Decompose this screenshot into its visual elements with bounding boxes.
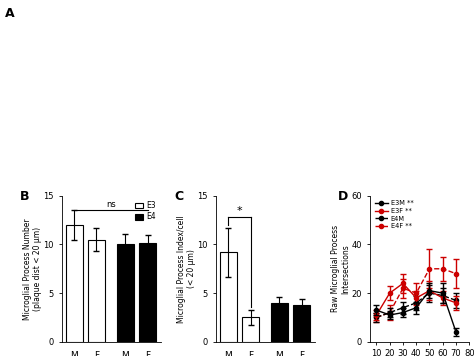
Text: M: M: [224, 351, 232, 356]
Text: A: A: [5, 7, 14, 20]
Bar: [242, 318, 259, 342]
Text: D: D: [338, 190, 348, 203]
Bar: [271, 303, 288, 342]
Text: ns: ns: [106, 200, 116, 209]
Text: M: M: [275, 351, 283, 356]
Text: F: F: [145, 351, 150, 356]
Legend: E3, E4: E3, E4: [134, 200, 157, 223]
Y-axis label: Microglial Process Number
(plaque dist < 20 μm): Microglial Process Number (plaque dist <…: [23, 218, 42, 320]
Text: C: C: [174, 190, 183, 203]
Bar: [293, 305, 310, 342]
Text: B: B: [20, 190, 29, 203]
Bar: [117, 245, 134, 342]
Text: M: M: [70, 351, 78, 356]
Bar: [65, 225, 82, 342]
Y-axis label: Raw Microglial Process
Intersections: Raw Microglial Process Intersections: [331, 225, 350, 312]
Text: F: F: [248, 351, 253, 356]
Bar: [220, 252, 237, 342]
Y-axis label: Microglial Process Index/cell
(< 20 μm): Microglial Process Index/cell (< 20 μm): [177, 215, 196, 323]
Text: *: *: [237, 206, 242, 216]
Bar: [139, 242, 156, 342]
Legend: E3M **, E3F **, E4M, E4F **: E3M **, E3F **, E4M, E4F **: [373, 199, 415, 231]
Text: F: F: [94, 351, 99, 356]
Bar: [88, 240, 105, 342]
Text: M: M: [121, 351, 129, 356]
Text: F: F: [299, 351, 304, 356]
